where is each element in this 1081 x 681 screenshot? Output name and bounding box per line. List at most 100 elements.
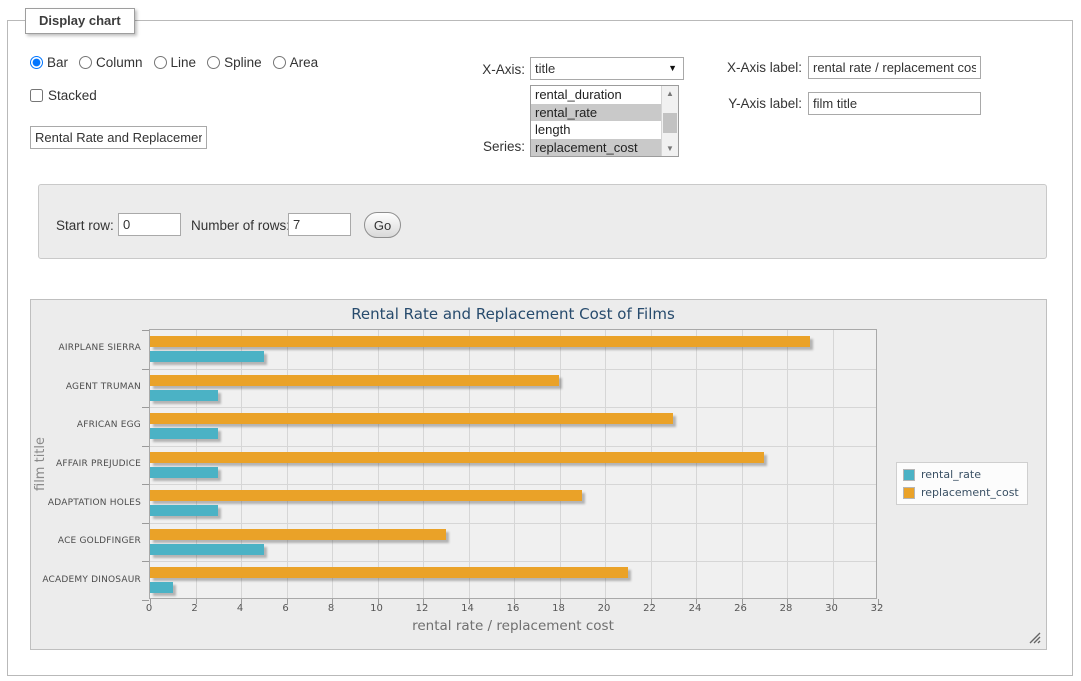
radio-spline[interactable] <box>207 56 221 69</box>
radio-column[interactable] <box>79 56 93 69</box>
gridline <box>514 330 515 598</box>
radio-line[interactable] <box>153 56 167 69</box>
series-scrollbar[interactable]: ▲ ▼ <box>661 86 678 156</box>
bar-rental_rate-4 <box>150 505 219 517</box>
gridline <box>286 330 288 598</box>
start-row-label: Start row: <box>56 218 114 233</box>
gridline <box>150 407 876 409</box>
row-range-panel: Start row: Number of rows: Go <box>38 184 1047 259</box>
bar-rental_rate-2 <box>150 428 219 440</box>
x-tick-label: 26 <box>734 603 747 614</box>
bar-rental_rate-5 <box>150 543 264 555</box>
fieldset-legend: Display chart <box>25 8 135 34</box>
num-rows-input[interactable] <box>288 213 351 236</box>
bar-replacement_cost-0 <box>150 336 810 347</box>
num-rows-label: Number of rows: <box>191 218 291 233</box>
legend-item-rental_rate: rental_rate <box>903 468 1019 481</box>
scroll-down-icon[interactable]: ▼ <box>662 141 678 156</box>
gridline <box>696 330 697 598</box>
category-axis-labels: AIRPLANE SIERRA AGENT TRUMAN AFRICAN EGG AF… <box>31 329 141 599</box>
x-axis-tick <box>150 599 151 604</box>
x-axis-tick <box>332 599 333 604</box>
gridline <box>423 330 424 598</box>
x-tick-label: 0 <box>145 603 153 614</box>
legend-item-replacement_cost: replacement_cost <box>903 486 1019 499</box>
x-axis-select[interactable]: title <box>530 57 684 80</box>
series-options: rental_duration rental_rate length replacem… <box>531 86 661 156</box>
x-tick-label: 2 <box>191 603 198 614</box>
category-label: AGENT TRUMAN <box>65 381 141 392</box>
go-button[interactable]: Go <box>364 212 401 238</box>
x-axis-label-caption: X-Axis label: <box>726 60 802 75</box>
x-tick-label: 32 <box>870 603 884 614</box>
bar-rental_rate-6 <box>150 582 173 594</box>
plot-area <box>142 329 879 604</box>
series-option-replacement_cost[interactable]: replacement_cost <box>531 138 661 156</box>
chart-panel: Rental Rate and Replacement Cost of Film… <box>30 299 1047 650</box>
series-option-rental_duration[interactable]: rental_duration <box>535 87 622 102</box>
y-axis-label-input[interactable] <box>808 92 981 115</box>
legend-swatch-rental_rate <box>903 468 915 481</box>
x-tick-label: 4 <box>236 603 244 614</box>
chart-type-option-area[interactable]: Area <box>272 55 318 70</box>
y-axis-tick <box>142 445 149 447</box>
series-option-rental_rate[interactable]: rental_rate <box>531 103 661 121</box>
x-axis-tick <box>195 599 197 604</box>
x-axis-label-input[interactable] <box>808 56 981 79</box>
chart-type-option-column[interactable]: Column <box>79 55 143 70</box>
category-label: ACADEMY DINOSAUR <box>42 574 141 585</box>
x-axis-tick <box>787 599 788 604</box>
bar-rental_rate-3 <box>150 466 219 478</box>
y-axis-tick <box>142 600 149 601</box>
x-axis-title: rental rate / replacement cost <box>412 618 614 634</box>
scrollbar-track[interactable] <box>662 101 678 141</box>
bar-replacement_cost-1 <box>150 374 560 386</box>
stacked-checkbox-row[interactable]: Stacked <box>30 88 97 103</box>
gridline <box>787 330 788 598</box>
category-label: AFRICAN EGG <box>76 420 141 431</box>
y-axis-tick <box>142 407 149 409</box>
start-row-input[interactable] <box>118 213 181 236</box>
x-axis-select-label: X-Axis: <box>482 62 525 77</box>
x-tick-label: 24 <box>688 603 702 614</box>
scrollbar-thumb[interactable] <box>663 113 677 133</box>
x-tick-label: 6 <box>282 603 289 614</box>
chart-type-option-line[interactable]: Line <box>153 55 197 70</box>
stacked-checkbox[interactable] <box>30 89 43 102</box>
radio-area[interactable] <box>272 56 286 69</box>
x-axis-tick <box>423 599 424 604</box>
gridline <box>150 522 876 524</box>
chart-type-radio-group: Bar Column Line Spline Area <box>30 55 318 70</box>
radio-bar[interactable] <box>30 56 43 69</box>
chart-type-option-spline[interactable]: Spline <box>207 55 262 70</box>
bar-replacement_cost-4 <box>150 490 583 502</box>
bar-rental_rate-0 <box>150 351 264 362</box>
gridline <box>241 330 242 598</box>
series-option-length[interactable]: length <box>535 122 571 137</box>
scroll-up-icon[interactable]: ▲ <box>662 86 678 101</box>
chart-title-input[interactable] <box>30 126 207 149</box>
gridline <box>150 561 876 563</box>
y-axis-tick <box>142 368 149 370</box>
x-axis-tick <box>514 599 515 604</box>
bar-rental_rate-1 <box>150 389 219 401</box>
bar-replacement_cost-3 <box>150 451 765 463</box>
resize-handle[interactable] <box>1029 632 1041 644</box>
x-axis-tick <box>241 599 242 604</box>
x-tick-label: 30 <box>825 603 838 614</box>
legend-label-replacement_cost: replacement_cost <box>921 486 1019 499</box>
series-listbox[interactable]: rental_duration rental_rate length replacem… <box>530 85 679 157</box>
gridline <box>150 484 876 486</box>
gridline <box>150 368 876 370</box>
bar-replacement_cost-2 <box>150 413 674 425</box>
category-label: AIRPLANE SIERRA <box>58 343 141 354</box>
radio-label-line: Line <box>170 55 197 70</box>
series-select-label: Series: <box>482 139 525 154</box>
gridline <box>559 330 561 598</box>
x-tick-label: 18 <box>552 603 565 614</box>
x-axis-tick <box>741 599 743 604</box>
chart-type-option-bar[interactable]: Bar <box>30 55 68 70</box>
x-tick-label: 10 <box>370 603 383 614</box>
bar-replacement_cost-5 <box>150 528 446 540</box>
